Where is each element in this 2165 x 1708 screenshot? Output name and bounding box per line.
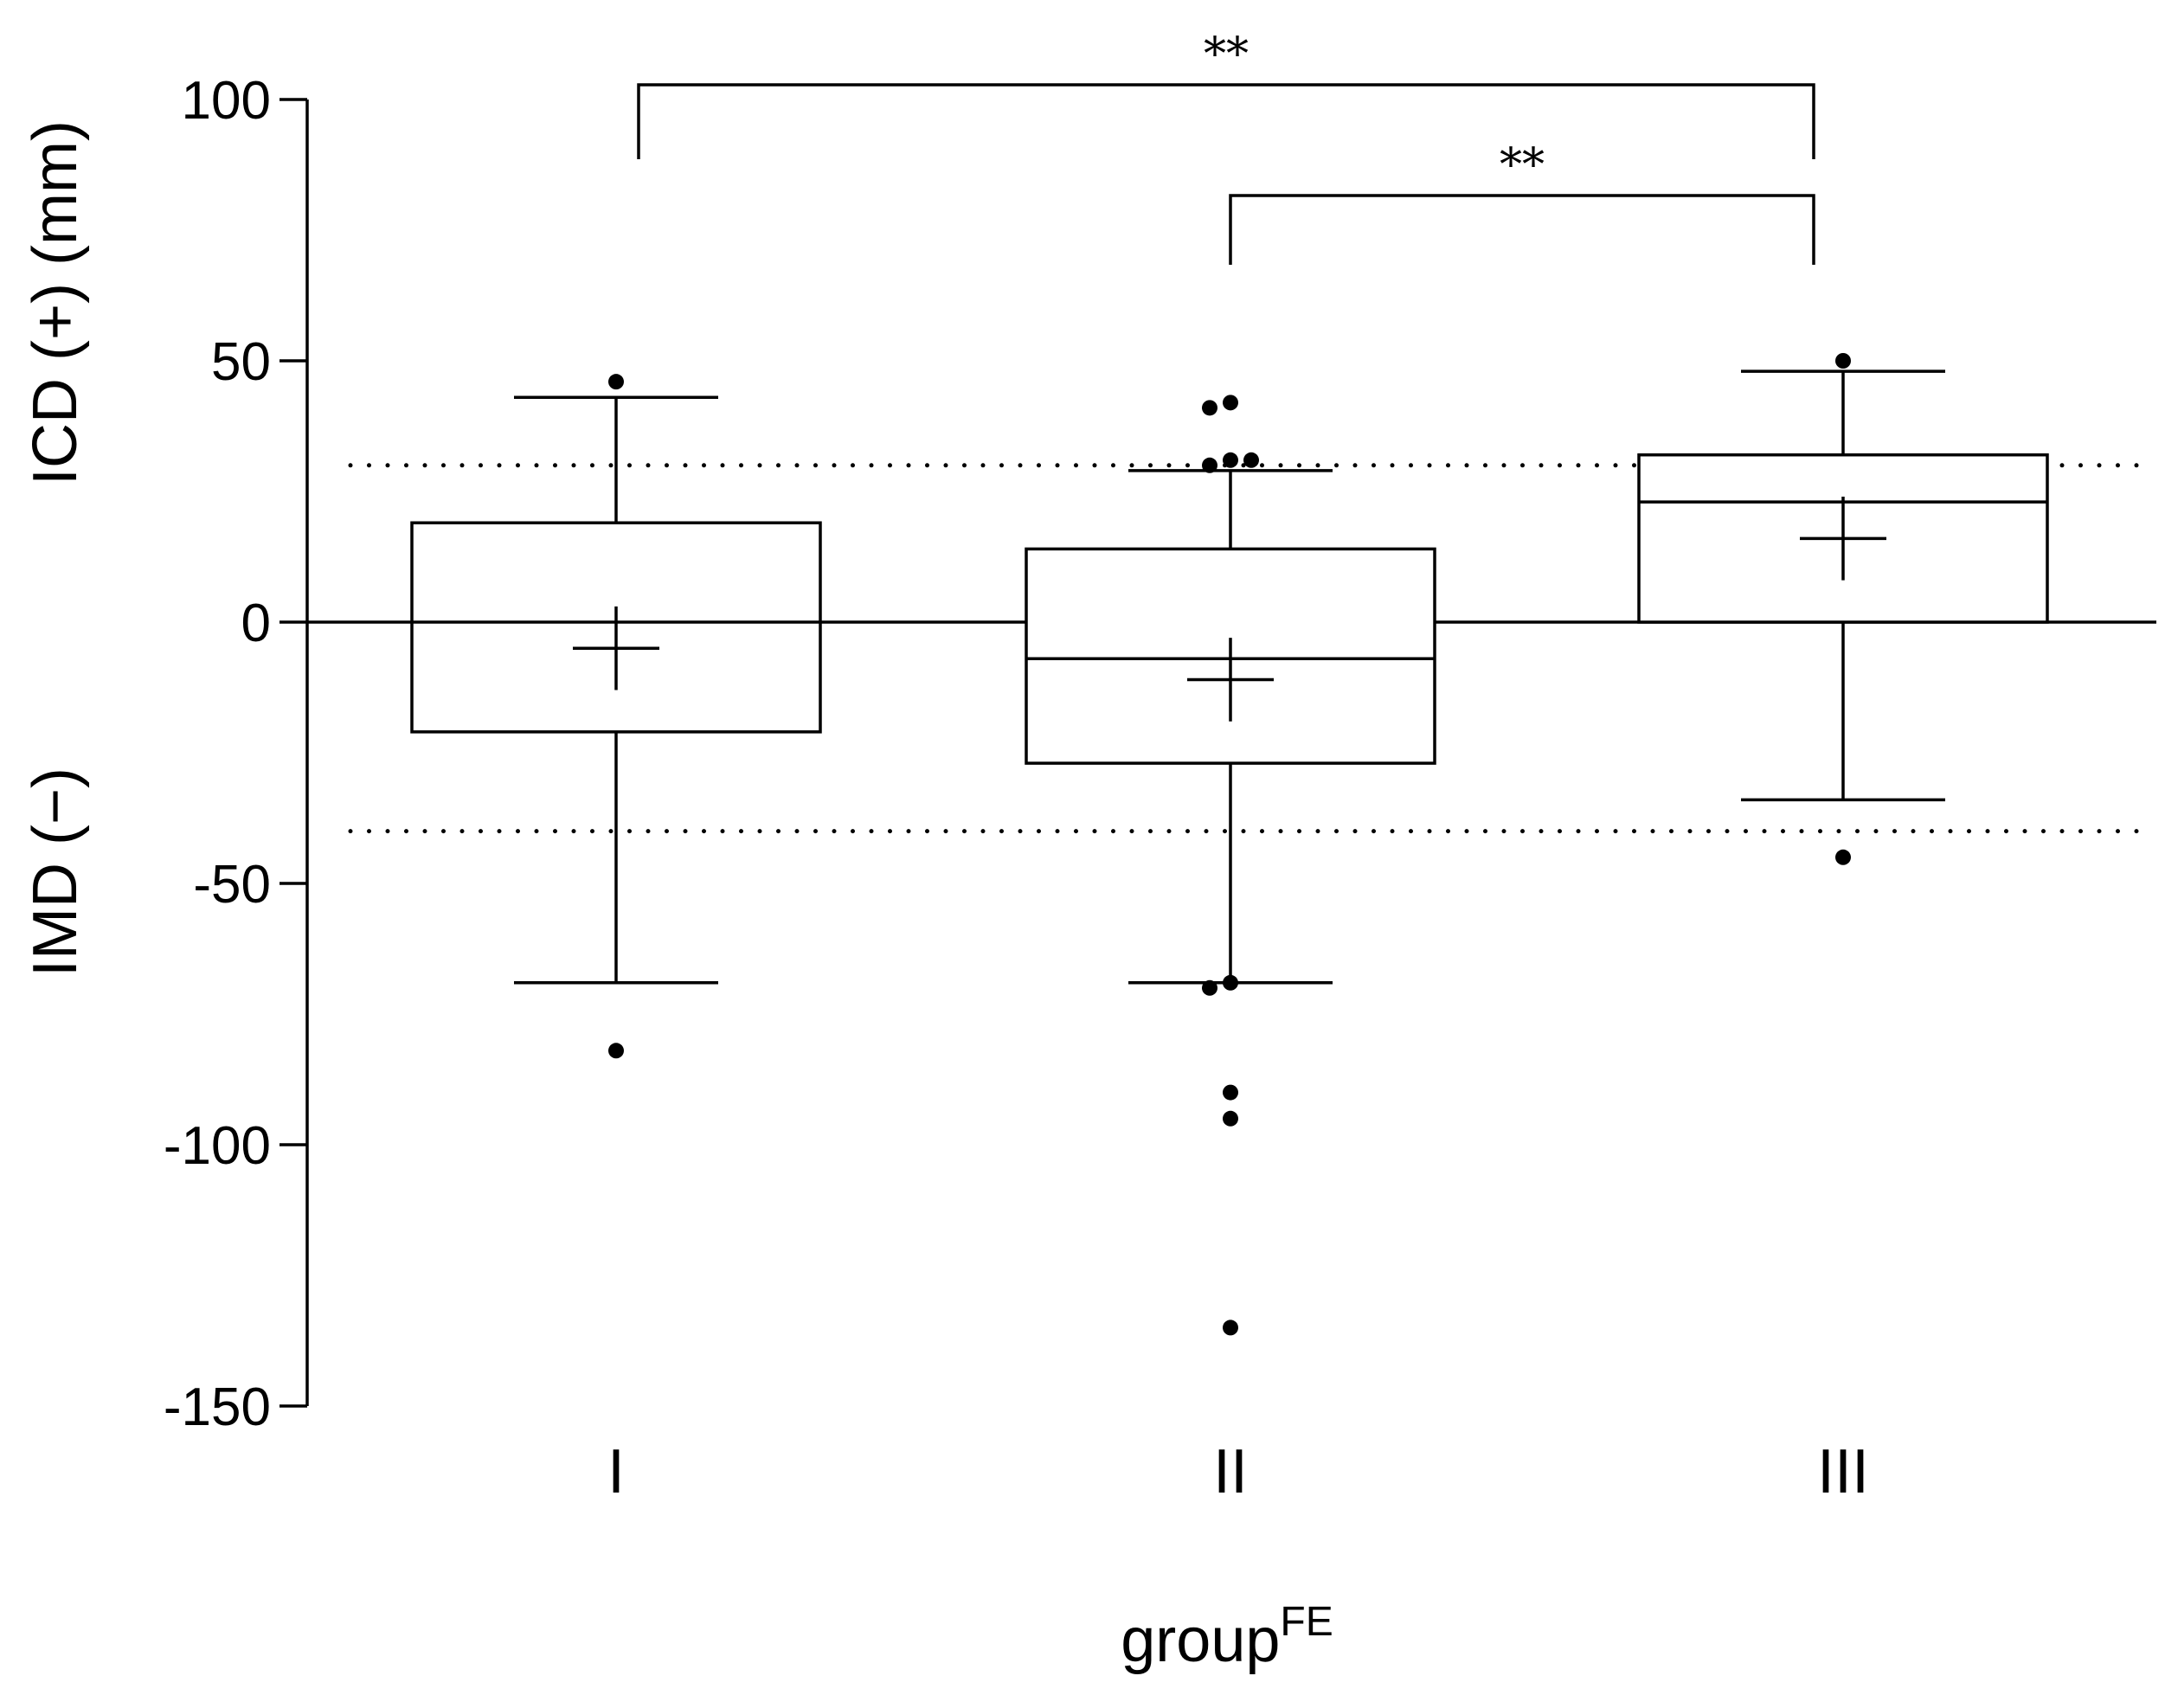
box-group-III [1637,353,2049,865]
outlier-point [1223,1084,1238,1101]
y-tick-label: 0 [241,594,271,653]
y-axis-title-bottom: IMD (−) [21,767,90,977]
y-tick-label: 50 [211,332,271,392]
outlier-point [608,1043,624,1059]
y-tick-label: -100 [164,1116,271,1176]
x-axis-title: groupFE [1121,1599,1333,1675]
x-category-label: III [1817,1437,1869,1506]
significance-label: ** [1204,29,1249,80]
x-axis-title-superscript: FE [1280,1599,1333,1645]
outlier-point [1202,400,1217,416]
outlier-point [1223,395,1238,411]
outlier-point [1835,353,1851,369]
y-axis-title-top: ICD (+) (mm) [21,120,90,485]
x-category-labels: I II III [607,1437,1869,1506]
boxes [410,353,2049,1336]
y-tick-label: -150 [164,1377,271,1437]
significance-label: ** [1500,139,1545,191]
x-category-label: I [607,1437,625,1506]
outlier-point [1223,974,1238,991]
outlier-point [1835,849,1851,865]
significance-brackets: ** ** [637,29,1815,265]
significance-bracket [1229,194,1815,265]
outlier-point [1202,457,1217,473]
x-axis-title-main: group [1121,1606,1280,1675]
y-tick-label: 100 [182,71,271,131]
box-group-I [410,374,822,1059]
outlier-point [1223,1320,1238,1336]
y-axis: 100 50 0 -50 -100 -150 [164,71,309,1437]
y-tick-label: -50 [193,855,271,915]
outlier-point [1243,452,1259,468]
box-group-II [1025,395,1436,1336]
outlier-point [1223,452,1238,468]
outlier-point [608,374,624,390]
outlier-point [1202,979,1217,996]
x-category-label: II [1213,1437,1248,1506]
significance-bracket [637,83,1815,159]
outlier-point [1223,1110,1238,1127]
